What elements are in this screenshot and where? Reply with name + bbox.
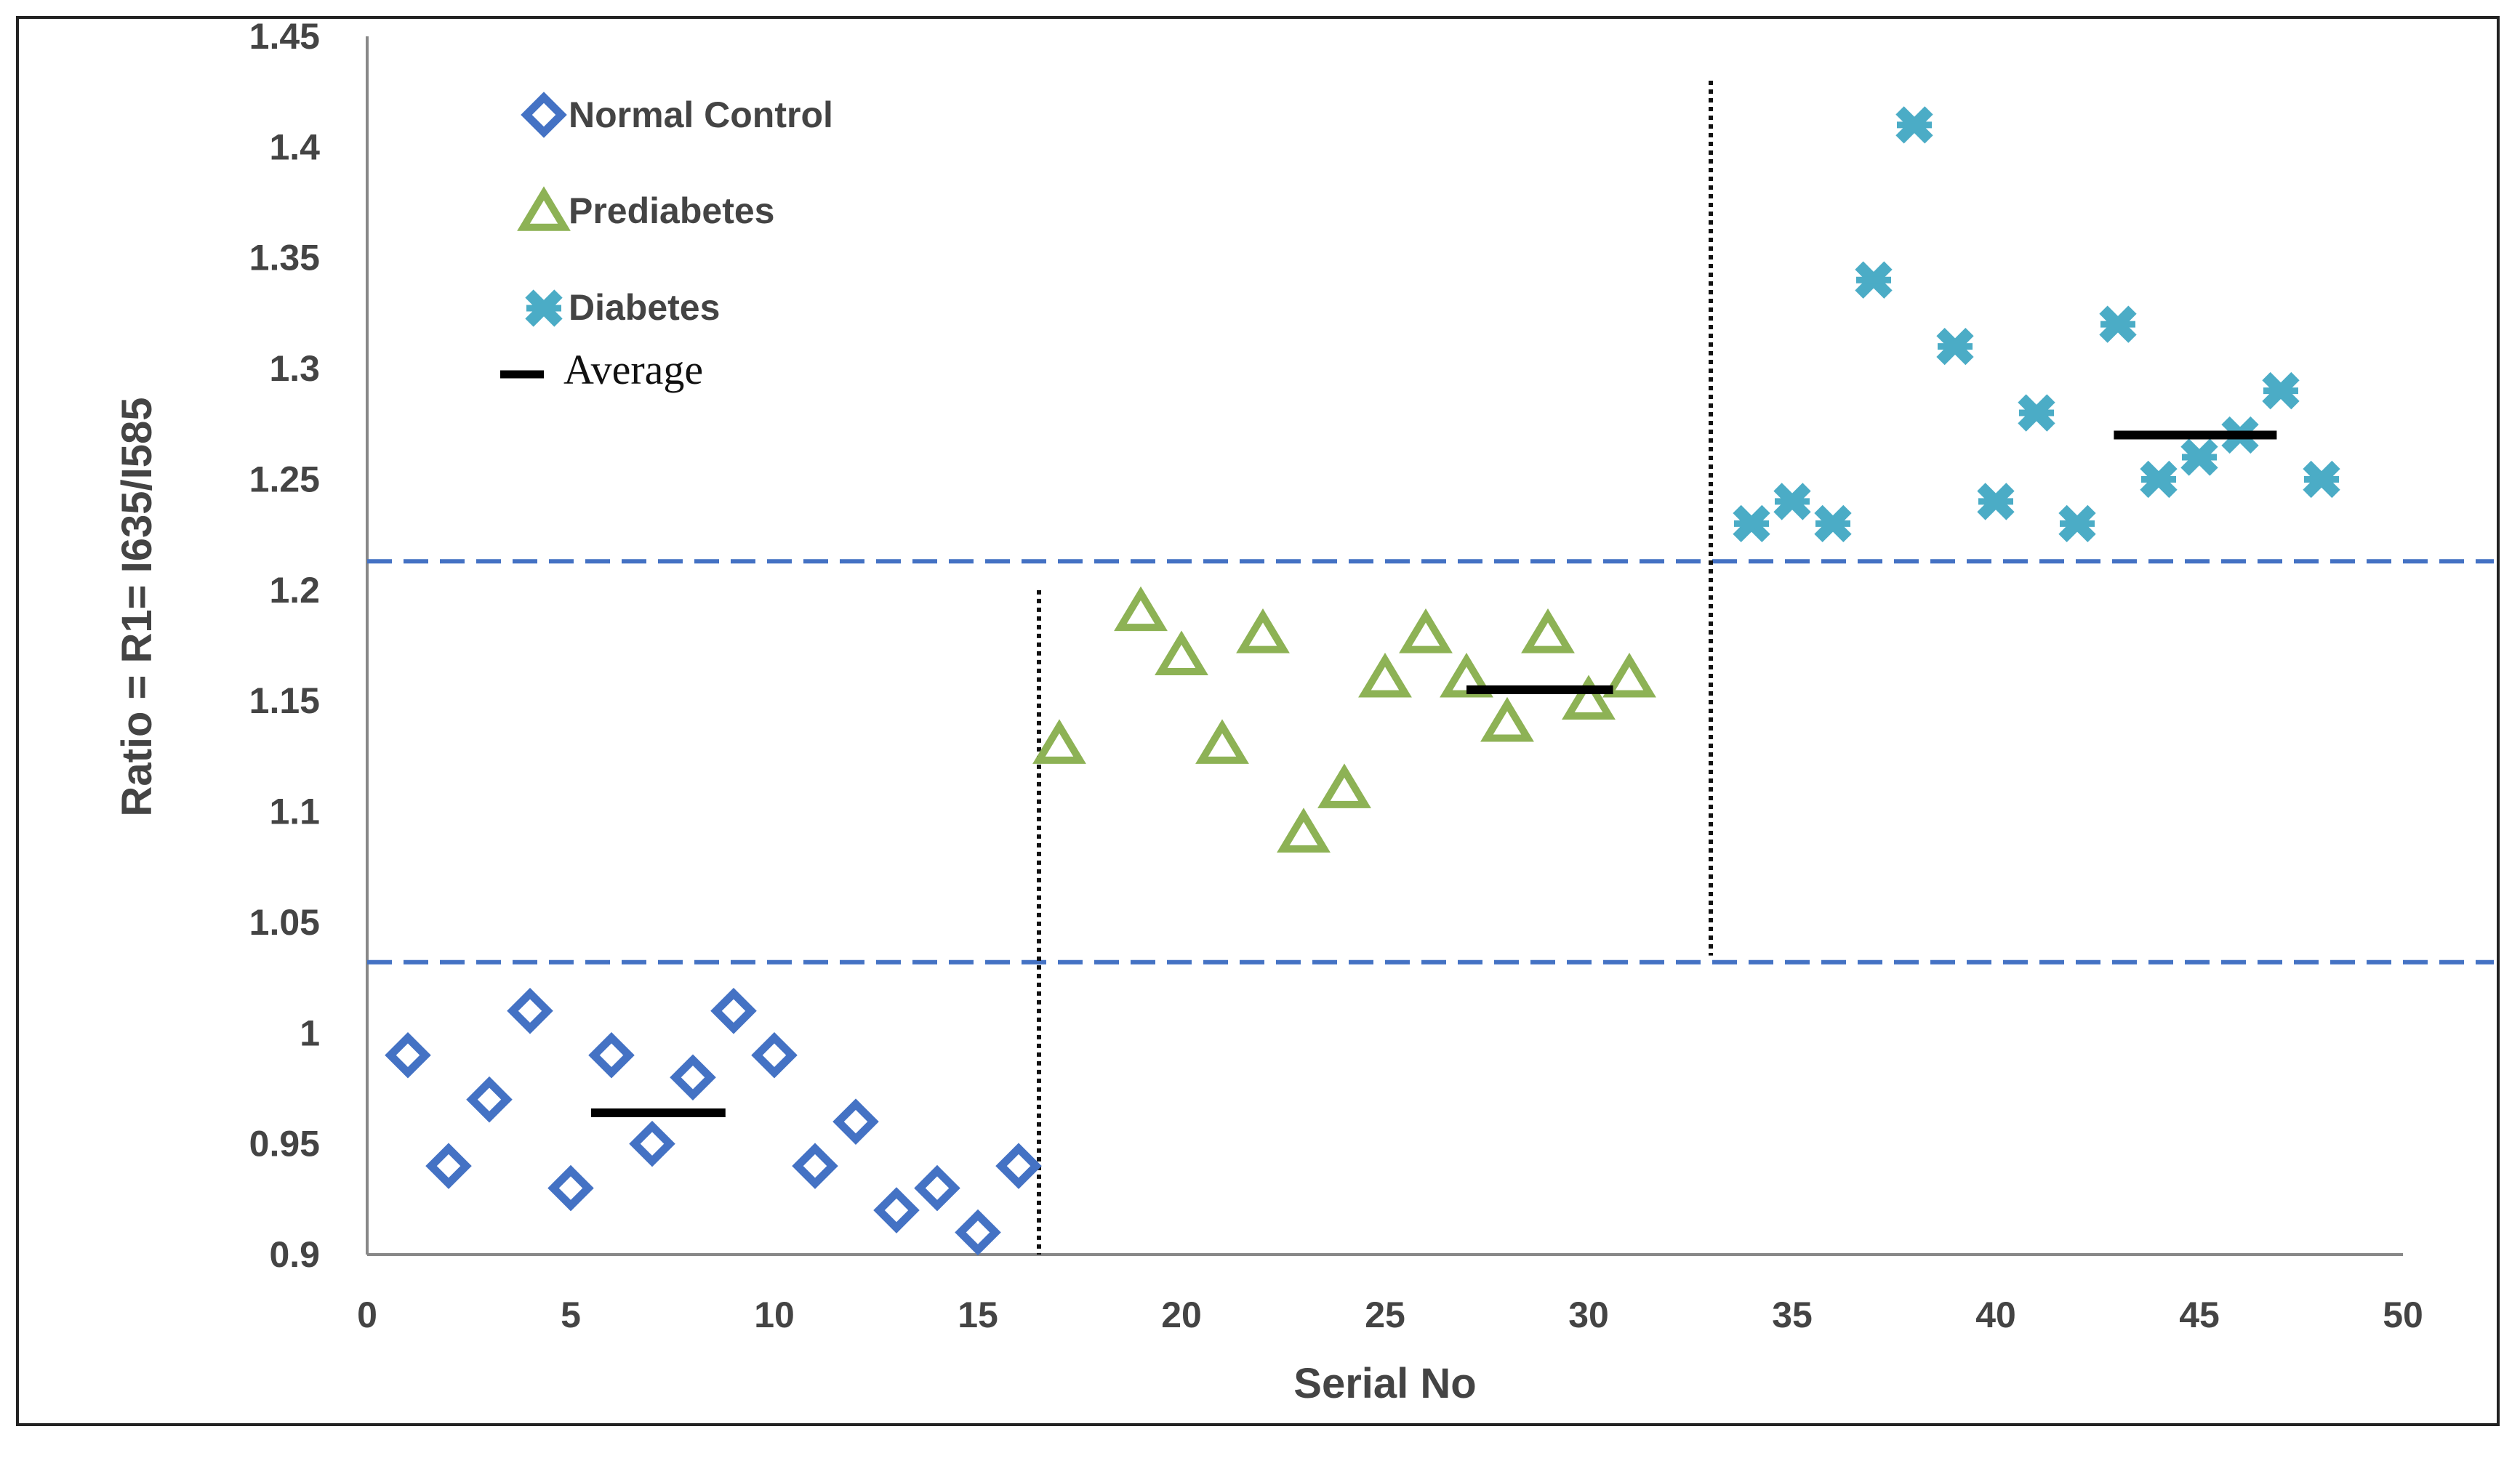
data-point-diabetes <box>1895 106 1933 144</box>
x-tick-label: 25 <box>1365 1295 1405 1335</box>
legend-diamond-glyph <box>521 92 567 138</box>
data-point-diabetes <box>1936 327 1974 366</box>
data-point-normal-control <box>385 1031 431 1079</box>
y-tick-label: 1.15 <box>249 680 320 721</box>
data-point-normal-control <box>792 1143 838 1189</box>
data-point-normal-control <box>873 1187 920 1233</box>
data-point-diabetes <box>1855 261 1893 299</box>
data-point-diabetes <box>2018 394 2055 432</box>
legend-star-icon <box>525 289 563 327</box>
reference-lines <box>367 80 2494 1255</box>
y-axis-title: Ratio = R1= I635/I585 <box>113 397 161 816</box>
x-tick-labels: 0 5 10 15 20 25 30 35 40 45 50 <box>357 1295 2423 1335</box>
x-tick-label: 30 <box>1568 1295 1609 1335</box>
data-point-normal-control <box>629 1120 675 1167</box>
legend-star-glyph <box>525 289 563 327</box>
data-point-prediabetes <box>1317 763 1371 808</box>
data-point-prediabetes <box>1195 719 1249 764</box>
data-point-normal-control <box>507 988 553 1034</box>
x-tick-label: 35 <box>1772 1295 1813 1335</box>
data-point-prediabetes <box>1032 719 1086 764</box>
x-tick-label: 10 <box>754 1295 795 1335</box>
data-point-normal-control <box>914 1164 960 1212</box>
data-point-normal-control <box>425 1143 472 1189</box>
data-point-prediabetes <box>1399 608 1453 653</box>
data-point-normal-control <box>547 1164 594 1212</box>
legend-diamond-icon <box>521 92 567 138</box>
data-point-prediabetes <box>1114 586 1168 632</box>
legend-label-prediabetes: Prediabetes <box>569 190 774 231</box>
data-point-prediabetes <box>1602 652 1656 698</box>
data-point-prediabetes <box>1155 630 1208 676</box>
data-point-prediabetes <box>1521 608 1575 653</box>
data-point-normal-control <box>588 1031 635 1079</box>
y-tick-labels: 0.9 0.95 1 1.05 1.1 1.15 1.2 1.25 1.3 1.35 1.4 1.45 <box>249 16 321 1275</box>
x-tick-label: 0 <box>357 1295 377 1335</box>
data-point-prediabetes <box>1277 808 1331 853</box>
data-point-normal-control <box>832 1098 879 1145</box>
data-point-prediabetes <box>1562 675 1616 720</box>
axes <box>366 36 2403 1256</box>
x-tick-label: 20 <box>1161 1295 1202 1335</box>
x-tick-label: 40 <box>1975 1295 2016 1335</box>
data-point-normal-control <box>710 988 757 1034</box>
data-point-prediabetes <box>1480 696 1534 742</box>
y-tick-label: 1.3 <box>269 348 320 389</box>
y-tick-label: 1.05 <box>249 902 320 943</box>
legend: Normal Control Prediabetes Diabetes Aver… <box>500 92 833 393</box>
data-point-prediabetes <box>1236 608 1290 653</box>
y-tick-label: 1 <box>300 1013 320 1053</box>
legend-label-diabetes: Diabetes <box>569 287 720 328</box>
x-tick-label: 45 <box>2179 1295 2220 1335</box>
data-point-normal-control <box>955 1209 1001 1256</box>
x-axis-title: Serial No <box>1293 1360 1476 1407</box>
data-point-diabetes <box>2140 460 2178 499</box>
y-tick-label: 1.35 <box>249 238 320 278</box>
data-point-normal-control <box>995 1143 1042 1189</box>
y-tick-label: 0.95 <box>249 1124 320 1164</box>
data-point-diabetes <box>1977 483 2015 520</box>
data-point-diabetes <box>2099 305 2137 343</box>
y-tick-label: 1.45 <box>249 16 320 57</box>
y-tick-label: 1.25 <box>249 459 320 499</box>
y-tick-label: 1.2 <box>269 570 320 611</box>
average-lines <box>591 430 2277 1117</box>
data-point-diabetes <box>1814 504 1852 543</box>
legend-triangle-glyph <box>517 186 571 231</box>
x-tick-label: 15 <box>958 1295 998 1335</box>
data-point-prediabetes <box>1358 652 1412 698</box>
data-point-diabetes <box>1773 483 1811 520</box>
y-tick-label: 1.4 <box>269 126 320 167</box>
data-point-normal-control <box>466 1076 513 1123</box>
legend-label-average: Average <box>563 346 703 393</box>
x-tick-label: 5 <box>561 1295 581 1335</box>
data-point-diabetes <box>2303 460 2340 499</box>
data-point-diabetes <box>2262 371 2300 410</box>
data-point-normal-control <box>751 1031 798 1079</box>
data-point-diabetes <box>1733 504 1770 543</box>
y-tick-label: 0.9 <box>269 1234 320 1275</box>
data-points <box>385 106 2340 1256</box>
data-point-diabetes <box>2180 438 2218 476</box>
y-tick-label: 1.1 <box>269 792 320 832</box>
legend-triangle-icon <box>517 186 571 231</box>
chart-frame <box>16 16 2500 1426</box>
data-point-diabetes <box>2058 504 2096 543</box>
x-tick-label: 50 <box>2383 1295 2423 1335</box>
legend-label-normal-control: Normal Control <box>569 94 833 135</box>
data-point-normal-control <box>670 1054 716 1100</box>
